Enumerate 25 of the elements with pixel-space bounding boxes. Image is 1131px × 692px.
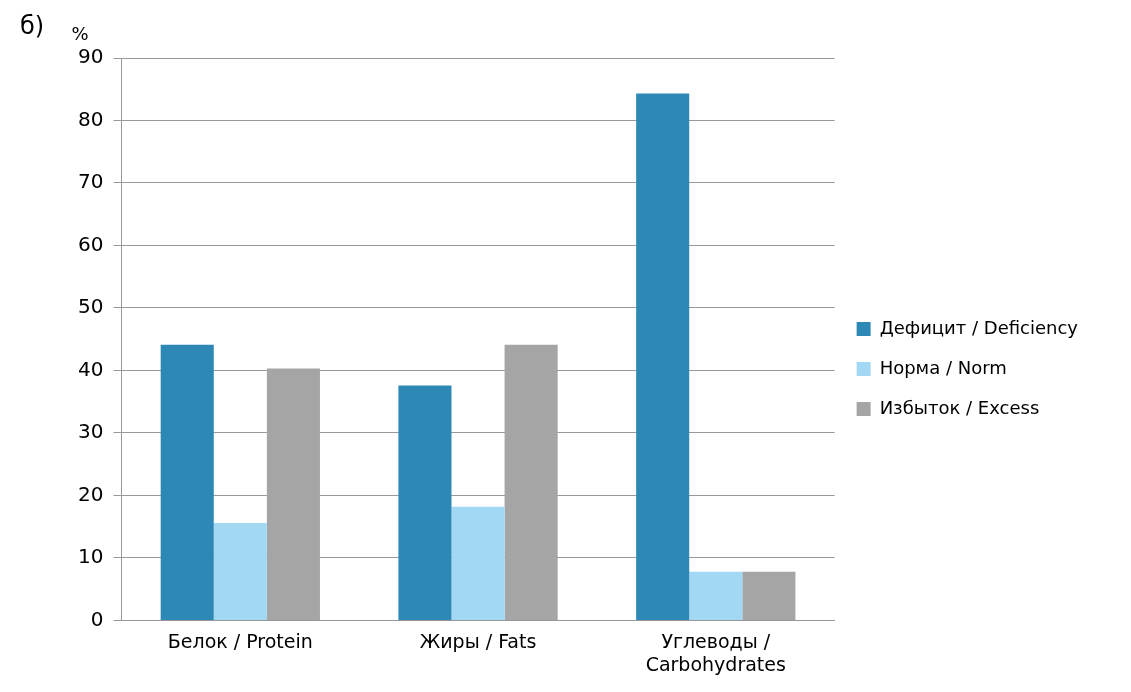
y-tick-label: 90 xyxy=(78,44,104,69)
bar xyxy=(689,571,743,620)
text: б) xyxy=(20,12,45,41)
bar xyxy=(636,93,690,620)
legend-label: Норма / Norm xyxy=(879,356,1007,378)
legend-label: Избыток / Excess xyxy=(879,396,1040,418)
bar xyxy=(213,522,267,620)
y-axis-title: % xyxy=(71,22,89,44)
y-tick-label: 10 xyxy=(78,544,104,569)
y-tick-label: 60 xyxy=(78,231,104,256)
bar xyxy=(160,344,214,620)
y-tick-label: 50 xyxy=(78,294,104,319)
x-tick-label: Углеводы / Carbohydrates xyxy=(645,629,786,675)
y-tick-label: 0 xyxy=(90,606,104,631)
bar xyxy=(742,571,796,620)
y-tick-label: 40 xyxy=(78,356,104,381)
legend-label: Дефицит / Deficiency xyxy=(879,316,1079,338)
y-tick-label: 80 xyxy=(78,106,104,131)
bar xyxy=(451,506,505,620)
y-tick-label: 20 xyxy=(78,481,104,506)
y-tick-label: 30 xyxy=(78,419,104,444)
x-tick-label: Жиры / Fats xyxy=(419,629,537,652)
bar xyxy=(398,385,452,620)
y-tick-label: 70 xyxy=(78,169,104,194)
x-tick-label: Белок / Protein xyxy=(167,629,313,652)
